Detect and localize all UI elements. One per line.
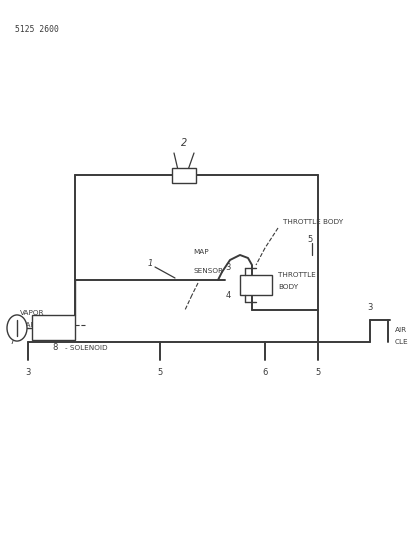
Text: 6: 6 (262, 368, 268, 377)
Text: BODY: BODY (278, 284, 298, 290)
Text: 1: 1 (147, 259, 153, 268)
Text: 3: 3 (25, 368, 31, 377)
Bar (240, 275, 272, 295)
Text: THROTTLE: THROTTLE (278, 272, 316, 278)
Text: 2: 2 (181, 138, 187, 148)
Text: 3: 3 (225, 263, 231, 272)
Text: 5: 5 (157, 368, 163, 377)
Text: 7: 7 (9, 337, 15, 346)
Text: 5125 2600: 5125 2600 (15, 25, 59, 34)
Bar (172, 168, 196, 183)
Text: VAPOR: VAPOR (20, 310, 44, 316)
Text: 5: 5 (315, 368, 321, 377)
Text: HARNESS: HARNESS (20, 322, 55, 328)
Text: 4: 4 (225, 290, 231, 300)
Text: 3: 3 (367, 303, 373, 312)
Text: MAP: MAP (193, 249, 208, 255)
Text: 5: 5 (307, 236, 313, 245)
Bar (32, 315, 75, 340)
Text: THROTTLE BODY: THROTTLE BODY (283, 219, 343, 225)
Text: - SOLENOID: - SOLENOID (65, 345, 108, 351)
Text: 8: 8 (52, 343, 58, 352)
Circle shape (7, 315, 27, 341)
Text: AIR: AIR (395, 327, 407, 333)
Text: CLEANER: CLEANER (395, 339, 408, 345)
Text: SENSOR: SENSOR (193, 268, 223, 274)
